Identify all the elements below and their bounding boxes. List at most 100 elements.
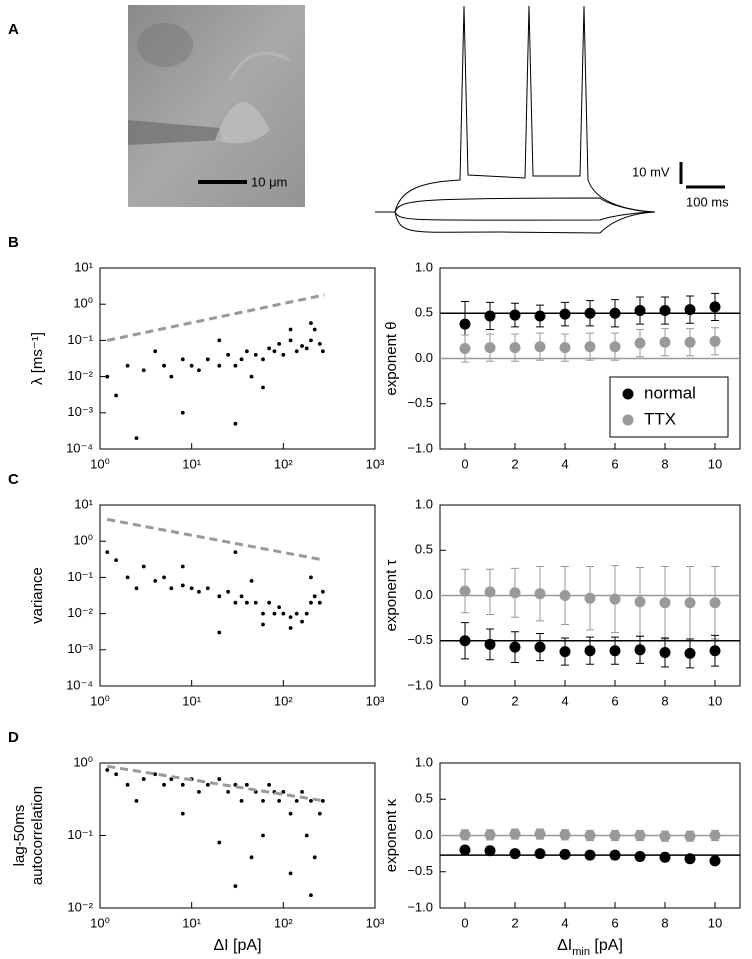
y-tick-label: 10⁻² — [67, 368, 93, 383]
point — [609, 645, 621, 657]
point — [217, 777, 222, 781]
point — [559, 590, 571, 601]
point — [288, 626, 293, 630]
point — [281, 611, 286, 616]
fit-line — [107, 764, 325, 803]
plot-frame — [99, 762, 376, 909]
x-tick-label: 6 — [611, 456, 618, 471]
point — [189, 363, 194, 368]
point — [309, 338, 313, 343]
y-tick-label: 0.0 — [415, 827, 433, 842]
point — [125, 782, 130, 787]
x-tick-label: 10 — [708, 915, 722, 930]
point — [459, 585, 471, 597]
point — [197, 368, 201, 373]
x-axis-label: ΔImin [pA] — [557, 937, 623, 958]
point — [217, 840, 222, 845]
point — [584, 849, 596, 861]
point — [197, 589, 201, 594]
x-tick-label: 0 — [461, 915, 468, 930]
point — [584, 341, 596, 353]
legend-label: normal — [644, 383, 696, 402]
y-tick-label: 1.0 — [415, 496, 433, 511]
point — [300, 344, 304, 348]
point — [141, 368, 146, 373]
point — [288, 811, 293, 816]
point — [609, 307, 621, 319]
point — [709, 335, 721, 347]
x-tick-label: 10¹ — [182, 915, 201, 930]
point — [709, 645, 721, 657]
point — [659, 305, 671, 317]
point — [272, 611, 277, 616]
legend-marker — [622, 388, 634, 400]
point — [584, 307, 596, 319]
point — [226, 589, 231, 594]
legend-marker — [622, 414, 634, 426]
point — [294, 349, 299, 354]
point — [304, 346, 309, 351]
point — [509, 641, 521, 653]
point — [309, 321, 313, 326]
point — [205, 357, 210, 362]
point — [312, 855, 317, 860]
y-axis-label: autocorrelation — [29, 786, 46, 885]
point — [288, 871, 293, 876]
point — [634, 305, 646, 317]
point — [634, 337, 646, 349]
point — [684, 853, 696, 865]
point — [609, 849, 621, 861]
point — [559, 829, 571, 841]
x-tick-label: 10³ — [366, 456, 385, 471]
y-tick-label: 10¹ — [74, 259, 93, 274]
point — [134, 436, 139, 441]
point — [304, 611, 309, 616]
point — [153, 349, 158, 354]
point — [304, 833, 309, 838]
point — [709, 597, 721, 609]
point — [317, 342, 322, 346]
point — [459, 829, 471, 841]
point — [105, 374, 110, 379]
point — [584, 645, 596, 657]
point — [659, 597, 671, 609]
x-tick-label: 6 — [611, 693, 618, 708]
y-tick-label: 0.5 — [415, 305, 433, 320]
x-tick-label: 4 — [561, 693, 568, 708]
point — [180, 564, 185, 569]
point — [317, 600, 322, 605]
y-tick-label: −0.5 — [407, 395, 433, 410]
point — [659, 851, 671, 863]
y-tick-label: −1.0 — [407, 899, 433, 914]
y-tick-label: 10⁻³ — [67, 404, 93, 419]
point — [300, 619, 304, 624]
point — [484, 638, 496, 650]
point — [534, 310, 546, 322]
legend-label: TTX — [644, 409, 676, 428]
point — [634, 644, 646, 656]
point — [288, 615, 293, 620]
point — [189, 586, 194, 591]
scale-label: 100 ms — [686, 194, 729, 209]
x-axis-label-part: [pA] — [590, 937, 623, 954]
y-tick-label: 10⁻⁴ — [66, 440, 93, 455]
y-axis-label: λ [ms⁻¹] — [29, 332, 46, 385]
point — [261, 385, 265, 390]
point — [584, 830, 596, 841]
y-tick-label: 10⁻⁴ — [66, 677, 93, 692]
point — [509, 828, 521, 840]
micrograph — [128, 5, 305, 207]
scale-label: 10 μm — [251, 174, 287, 189]
point — [484, 586, 496, 598]
y-axis-label: exponent κ — [383, 798, 400, 872]
y-tick-label: 10⁻¹ — [67, 827, 93, 842]
x-tick-label: 10³ — [366, 915, 385, 930]
point — [534, 341, 546, 353]
fit-line — [106, 517, 325, 562]
scale-label: 10 mV — [632, 164, 670, 179]
point — [288, 327, 293, 332]
point — [125, 575, 130, 580]
point — [609, 341, 621, 353]
point — [267, 782, 272, 787]
